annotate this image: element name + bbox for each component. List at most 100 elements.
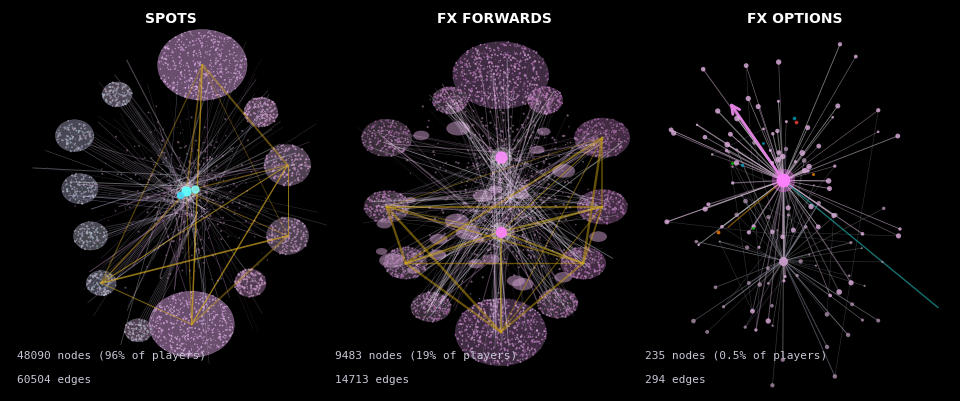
Point xyxy=(519,126,535,133)
Point xyxy=(193,62,208,68)
Point xyxy=(525,67,540,73)
Point xyxy=(197,88,212,95)
Point xyxy=(376,122,392,129)
Point xyxy=(394,273,409,279)
Point xyxy=(582,217,597,224)
Point xyxy=(371,200,386,207)
Point xyxy=(400,139,416,145)
Point xyxy=(51,131,66,137)
Point xyxy=(521,94,537,100)
Point xyxy=(523,239,539,246)
Point xyxy=(489,71,504,78)
Point xyxy=(233,277,249,284)
Point xyxy=(222,48,237,54)
Point xyxy=(420,292,435,298)
Point xyxy=(189,67,204,73)
Point xyxy=(549,285,564,292)
Point xyxy=(182,324,198,331)
Point xyxy=(529,338,544,345)
Point xyxy=(394,266,409,272)
Point xyxy=(257,161,273,167)
Point xyxy=(514,339,529,345)
Point xyxy=(565,273,581,279)
Point xyxy=(538,295,553,302)
Point xyxy=(494,143,510,149)
Point xyxy=(517,64,533,71)
Point xyxy=(470,232,486,239)
Point xyxy=(510,308,525,314)
Point xyxy=(489,95,504,101)
Point xyxy=(157,60,173,66)
Point xyxy=(383,215,398,222)
Point xyxy=(185,349,201,356)
Point xyxy=(492,80,507,87)
Point xyxy=(216,316,231,322)
Point xyxy=(172,338,187,344)
Point xyxy=(80,141,95,147)
Point xyxy=(513,356,528,363)
Point xyxy=(204,69,219,76)
Point xyxy=(455,67,470,73)
Point xyxy=(828,163,843,169)
Point xyxy=(585,274,600,280)
Point xyxy=(420,317,435,324)
Point xyxy=(471,237,487,243)
Point xyxy=(381,188,396,194)
Point xyxy=(581,131,596,137)
Point xyxy=(502,197,517,204)
Point xyxy=(179,168,194,175)
Point xyxy=(190,93,205,99)
Point xyxy=(430,140,445,147)
Point xyxy=(468,179,483,186)
Point xyxy=(60,138,75,144)
Point xyxy=(230,287,246,293)
Point xyxy=(103,95,118,101)
Point xyxy=(508,63,523,70)
Point xyxy=(436,294,451,301)
Point xyxy=(568,129,584,136)
Point xyxy=(524,326,540,333)
Point xyxy=(385,256,400,263)
Point xyxy=(183,84,199,91)
Point xyxy=(114,89,130,95)
Point xyxy=(473,333,489,339)
Point xyxy=(426,296,442,302)
Point xyxy=(253,282,269,288)
Point xyxy=(555,297,570,303)
Point xyxy=(554,257,569,264)
Point xyxy=(165,238,180,245)
Point xyxy=(249,117,264,124)
Point xyxy=(302,164,318,170)
Point xyxy=(516,336,531,343)
Point xyxy=(228,58,243,64)
Point xyxy=(135,156,151,162)
Point xyxy=(190,348,205,354)
Point xyxy=(177,72,192,78)
Point xyxy=(164,171,180,178)
Point xyxy=(551,298,566,305)
Point xyxy=(552,98,567,104)
Point xyxy=(495,117,511,124)
Point xyxy=(592,140,608,146)
Point xyxy=(449,109,465,115)
Point xyxy=(493,346,509,352)
Point xyxy=(254,94,270,101)
Point xyxy=(154,307,169,314)
Point xyxy=(890,133,905,139)
Point xyxy=(166,79,181,85)
Point xyxy=(239,276,254,282)
Point xyxy=(588,201,604,207)
Point xyxy=(586,197,601,204)
Point xyxy=(445,93,461,100)
Point xyxy=(218,317,233,324)
Point xyxy=(218,310,233,317)
Point xyxy=(549,91,564,97)
Point xyxy=(355,132,371,138)
Text: 235 nodes (0.5% of players): 235 nodes (0.5% of players) xyxy=(645,351,828,361)
Point xyxy=(516,322,531,328)
Point xyxy=(411,302,426,308)
Point xyxy=(76,132,91,138)
Point xyxy=(426,102,442,109)
Point xyxy=(171,45,186,51)
Point xyxy=(163,203,179,210)
